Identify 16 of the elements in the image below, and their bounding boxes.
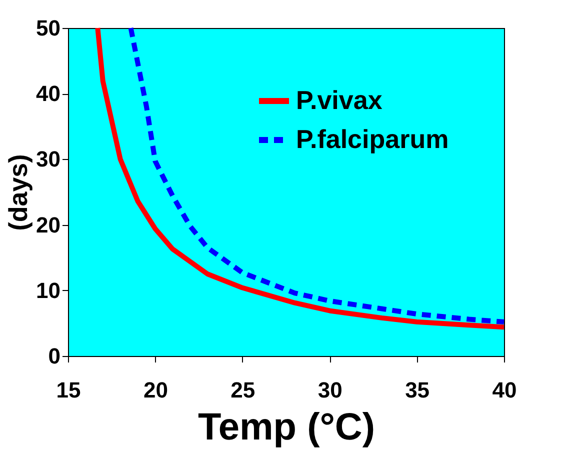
legend-label: P.vivax xyxy=(296,85,383,115)
x-tick-label: 25 xyxy=(230,378,256,402)
y-tick-label: 50 xyxy=(36,16,60,40)
x-axis-title: Temp (°C) xyxy=(198,406,376,448)
y-tick-label: 40 xyxy=(36,81,60,106)
y-tick-label: 20 xyxy=(36,212,60,238)
legend-label: P.falciparum xyxy=(296,124,449,154)
y-tick-label: 30 xyxy=(36,146,60,172)
x-tick-label: 40 xyxy=(492,378,517,402)
x-tick-label: 35 xyxy=(405,378,430,402)
y-axis-title: (days) xyxy=(3,154,34,231)
y-tick-label: 0 xyxy=(48,344,60,368)
x-tick-label: 20 xyxy=(143,378,168,402)
x-tick-label: 15 xyxy=(56,378,81,402)
y-tick-label: 10 xyxy=(36,278,60,303)
x-tick-label: 30 xyxy=(318,378,342,402)
